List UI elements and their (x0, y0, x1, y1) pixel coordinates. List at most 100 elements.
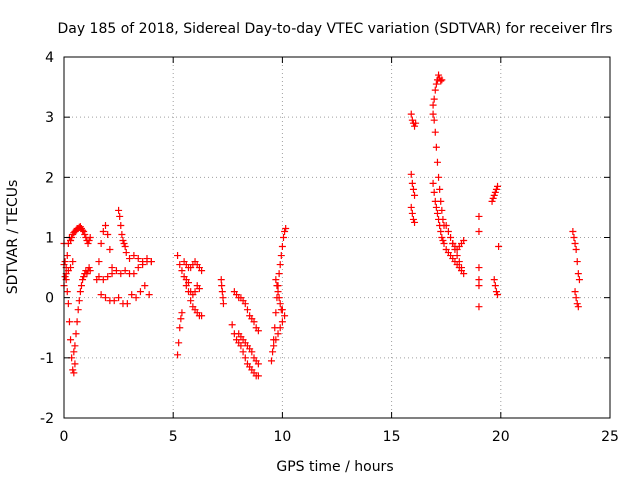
data-point (99, 227, 107, 235)
data-point (267, 357, 275, 365)
data-point (241, 354, 249, 362)
data-point (574, 270, 582, 278)
y-tick-label: -1 (40, 351, 54, 367)
data-point (95, 273, 103, 281)
data-point (84, 240, 92, 248)
data-point (97, 240, 105, 248)
data-point (281, 227, 289, 235)
data-point (121, 243, 129, 251)
data-point (407, 110, 415, 118)
y-tick-label: -2 (40, 411, 54, 427)
data-point (86, 267, 94, 275)
data-point (112, 267, 120, 275)
data-point (411, 218, 419, 226)
data-point (176, 261, 184, 269)
data-point (490, 276, 498, 284)
data-point (279, 234, 287, 241)
data-point (136, 288, 144, 296)
data-point (460, 270, 468, 278)
data-point (437, 227, 445, 235)
data-point (490, 191, 498, 199)
data-point (178, 309, 186, 317)
data-point (273, 282, 281, 290)
y-tick-label: 1 (45, 231, 54, 247)
data-point (219, 300, 227, 308)
data-point (475, 227, 483, 235)
data-point (281, 312, 289, 320)
x-tick-label: 15 (383, 429, 401, 445)
data-point (570, 234, 578, 241)
data-point (61, 258, 69, 266)
data-point (147, 258, 155, 266)
data-point (495, 243, 503, 251)
data-point (83, 270, 91, 278)
data-point (75, 297, 83, 305)
data-point (436, 185, 444, 193)
data-points (60, 71, 583, 380)
data-point (435, 215, 443, 223)
data-point (269, 348, 277, 356)
data-point (69, 366, 77, 374)
data-point (80, 227, 88, 235)
data-point (69, 258, 77, 266)
data-point (274, 288, 282, 296)
data-point (122, 249, 130, 257)
data-point (440, 240, 448, 248)
data-point (408, 116, 416, 124)
data-point (491, 282, 499, 290)
data-point (71, 360, 79, 368)
data-point (97, 291, 105, 299)
y-tick-label: 3 (45, 110, 54, 126)
data-point (274, 330, 282, 338)
data-point (475, 212, 483, 220)
data-point (453, 252, 461, 260)
data-point (134, 255, 142, 263)
data-point (272, 309, 280, 317)
data-point (429, 101, 437, 109)
data-point (475, 264, 483, 272)
x-tick-label: 5 (169, 429, 178, 445)
data-point (432, 80, 440, 88)
data-point (218, 282, 226, 290)
data-point (282, 224, 290, 232)
data-point (63, 288, 71, 296)
data-point (430, 95, 438, 103)
data-point (572, 294, 580, 302)
data-point (67, 237, 75, 245)
data-point (187, 297, 195, 305)
data-point (119, 237, 127, 245)
data-point (494, 291, 502, 299)
data-point (489, 194, 497, 202)
data-point (438, 206, 446, 214)
data-point (86, 234, 94, 241)
data-point (575, 276, 583, 284)
data-point (243, 306, 251, 314)
data-point (429, 110, 437, 118)
data-point (488, 197, 496, 205)
data-point (73, 318, 81, 326)
data-point (447, 234, 455, 241)
data-point (573, 300, 581, 308)
data-point (63, 252, 71, 260)
data-point (217, 276, 225, 284)
data-point (104, 273, 112, 281)
data-point (132, 294, 140, 302)
data-point (101, 221, 109, 229)
data-point (411, 191, 419, 199)
data-point (108, 264, 116, 272)
data-point (74, 306, 82, 314)
data-point (438, 234, 446, 241)
data-point (228, 321, 236, 329)
data-point (457, 264, 465, 272)
data-point (491, 188, 499, 196)
data-point (81, 230, 89, 238)
data-point (436, 221, 444, 229)
data-point (134, 264, 142, 272)
data-point (106, 246, 114, 254)
data-point (145, 291, 153, 299)
data-point (574, 303, 582, 311)
data-point (79, 276, 87, 284)
data-point (95, 258, 103, 266)
y-tick-label: 4 (45, 50, 54, 66)
data-point (439, 237, 447, 245)
